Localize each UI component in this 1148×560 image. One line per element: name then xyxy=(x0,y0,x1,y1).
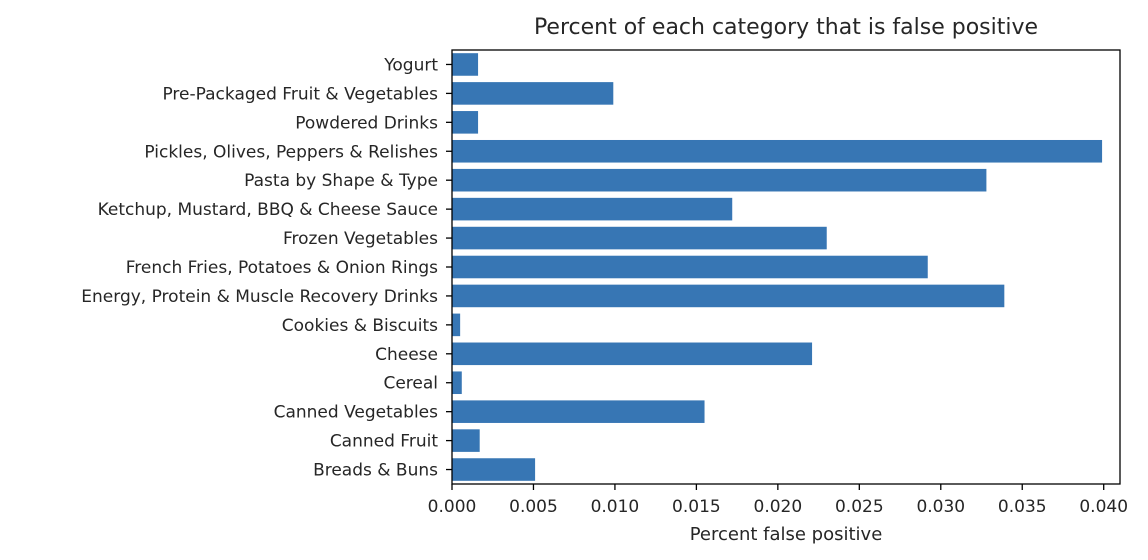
x-axis-ticks: 0.000 0.005 0.010 0.015 0.020 0.025 0.030 0.035… xyxy=(428,484,1128,517)
y-tick-label: Cheese xyxy=(375,345,438,365)
y-tick-label: Pre-Packaged Fruit & Vegetables xyxy=(162,84,438,104)
y-tick-label: Pickles, Olives, Peppers & Relishes xyxy=(144,142,438,162)
y-axis-ticks: Breads & Buns Canned Fruit Canned Vegetabl… xyxy=(81,55,452,481)
x-axis-label: Percent false positive xyxy=(690,524,883,545)
bar-cereal xyxy=(452,371,462,395)
bar-yogurt xyxy=(452,53,479,76)
bar-french-fries-potatoes-and-onion-rings xyxy=(452,255,928,279)
bar-pickles-olives-peppers-and-relishes xyxy=(452,139,1103,163)
x-tick-label: 0.020 xyxy=(754,497,803,517)
y-tick-label: French Fries, Potatoes & Onion Rings xyxy=(126,258,438,278)
y-tick-label: Pasta by Shape & Type xyxy=(244,171,438,191)
x-tick-label: 0.035 xyxy=(998,497,1047,517)
bar-energy-protein-and-muscle-recovery-drinks xyxy=(452,284,1005,308)
x-tick-label: 0.010 xyxy=(591,497,640,517)
bar-frozen-vegetables xyxy=(452,226,827,250)
bar-pre-packaged-fruit-and-vegetables xyxy=(452,82,614,105)
bar-ketchup-mustard-bbq-and-cheese-sauce xyxy=(452,197,733,221)
y-tick-label: Canned Fruit xyxy=(330,432,439,452)
y-tick-label: Breads & Buns xyxy=(313,461,438,481)
y-tick-label: Yogurt xyxy=(383,55,438,75)
bar-pasta-by-shape-and-type xyxy=(452,168,987,192)
y-tick-label: Canned Vegetables xyxy=(274,403,439,423)
y-tick-label: Cookies & Biscuits xyxy=(282,316,438,336)
x-tick-label: 0.005 xyxy=(509,497,558,517)
y-tick-label: Ketchup, Mustard, BBQ & Cheese Sauce xyxy=(98,200,438,220)
bar-powdered-drinks xyxy=(452,111,479,134)
y-tick-label: Cereal xyxy=(383,374,438,394)
y-tick-label: Energy, Protein & Muscle Recovery Drinks xyxy=(81,287,438,307)
bar-cheese xyxy=(452,342,813,366)
chart-title: Percent of each category that is false p… xyxy=(534,15,1038,40)
x-tick-label: 0.000 xyxy=(428,497,477,517)
bar-breads-and-buns xyxy=(452,458,536,481)
bar-canned-vegetables xyxy=(452,400,705,423)
x-tick-label: 0.025 xyxy=(835,497,884,517)
y-tick-label: Frozen Vegetables xyxy=(283,229,438,249)
x-tick-label: 0.040 xyxy=(1079,497,1128,517)
plot-frame xyxy=(451,49,1121,485)
bar-canned-fruit xyxy=(452,429,480,452)
y-tick-label: Powdered Drinks xyxy=(295,113,438,133)
bars-group xyxy=(452,53,1103,481)
x-tick-label: 0.015 xyxy=(672,497,721,517)
bar-cookies-and-biscuits xyxy=(452,313,461,337)
x-tick-label: 0.030 xyxy=(916,497,965,517)
